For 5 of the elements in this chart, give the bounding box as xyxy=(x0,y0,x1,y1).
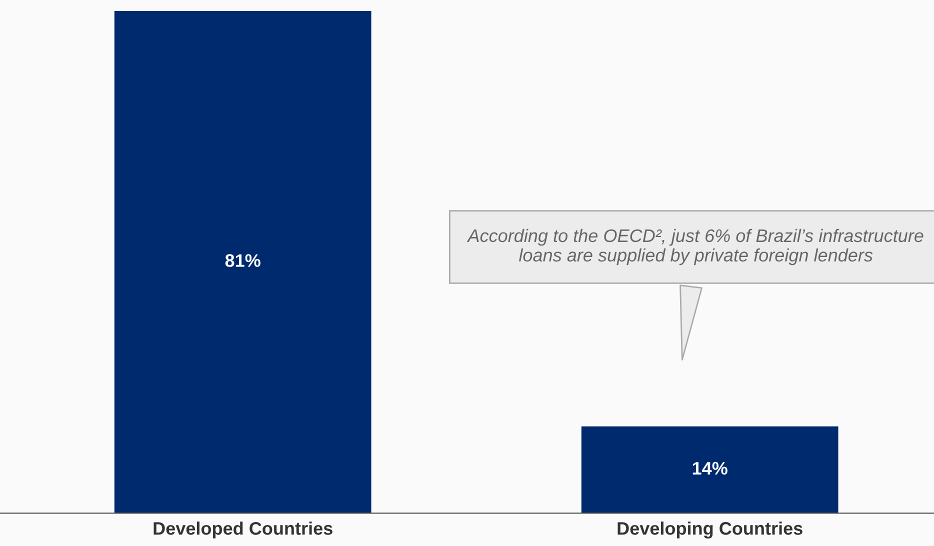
data-label: 14% xyxy=(692,462,728,475)
x-tick-label: Developed Countries xyxy=(154,522,332,538)
x-tick-label: Developing Countries xyxy=(618,522,802,538)
annotation: According to the OECD², just 6% of Brazil’s infrastructure loans are supplied by private foreign lenders xyxy=(466,228,924,266)
data-label: 81% xyxy=(225,254,260,267)
